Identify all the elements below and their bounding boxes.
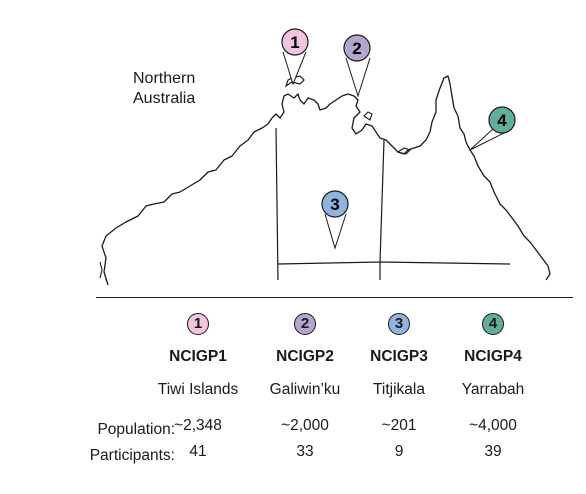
region-label-australia: Australia: [133, 90, 196, 107]
site-column-3: 3 NCIGP3 Titjikala ~201 9: [349, 300, 449, 462]
site-location: Yarrabah: [461, 381, 525, 398]
region-label-northern: Northern: [133, 70, 196, 87]
pin-pointer: [324, 213, 347, 250]
southwest-coast-fragment: [99, 261, 103, 279]
wa-nt-border: [275, 127, 279, 281]
site-column-2: 2 NCIGP2 Galiwin’ku ~2,000 33: [255, 300, 355, 462]
site-population: ~4,000: [469, 417, 517, 434]
pin-circle: [343, 34, 371, 62]
site-badge: 2: [294, 313, 316, 335]
northern-australia-map: 1 2 3 4: [99, 28, 551, 286]
site-id: NCIGP1: [169, 348, 227, 365]
map-pin-1[interactable]: 1: [281, 28, 309, 86]
site-participants: 33: [296, 443, 314, 460]
pin-pointer: [469, 127, 511, 151]
pin-pointer: [282, 51, 307, 86]
map-pin-2[interactable]: 2: [343, 34, 371, 98]
site-participants: 41: [189, 443, 207, 460]
nt-qld-border: [379, 139, 385, 263]
site-population: ~2,000: [281, 417, 329, 434]
pin-number: 3: [330, 195, 339, 214]
site-location: Galiwin’ku: [269, 381, 341, 398]
nt-sa-border: [277, 261, 511, 280]
site-badge: 1: [187, 313, 209, 335]
site-population: ~201: [381, 417, 417, 434]
site-id: NCIGP3: [370, 348, 428, 365]
participants-row-label: Participants:: [89, 447, 175, 464]
divider-line: [96, 297, 573, 298]
site-location: Titjikala: [373, 381, 425, 398]
site-population: ~2,348: [174, 417, 222, 434]
site-badge: 3: [388, 313, 410, 335]
site-summary-table: Population: Participants: 1 NCIGP1 Tiwi …: [0, 300, 586, 494]
site-column-4: 4 NCIGP4 Yarrabah ~4,000 39: [443, 300, 543, 462]
groote-island-shape: [363, 111, 373, 121]
pin-circle: [488, 106, 516, 134]
site-location: Tiwi Islands: [157, 381, 239, 398]
pin-circle: [281, 28, 309, 56]
pin-number: 4: [497, 111, 507, 130]
site-id: NCIGP4: [464, 348, 522, 365]
map-pin-3[interactable]: 3: [321, 190, 349, 250]
pin-number: 2: [352, 39, 361, 58]
pin-circle: [321, 190, 349, 218]
site-column-1: 1 NCIGP1 Tiwi Islands ~2,348 41: [148, 300, 248, 462]
mornington-island-shape: [396, 147, 412, 155]
pin-number: 1: [290, 33, 299, 52]
pin-pointer: [345, 57, 371, 98]
site-participants: 9: [394, 443, 404, 460]
site-id: NCIGP2: [276, 348, 334, 365]
population-row-label: Population:: [97, 421, 175, 438]
site-participants: 39: [484, 443, 502, 460]
coastline: [101, 75, 551, 286]
map-pin-4[interactable]: 4: [469, 106, 516, 151]
site-badge: 4: [482, 313, 504, 335]
